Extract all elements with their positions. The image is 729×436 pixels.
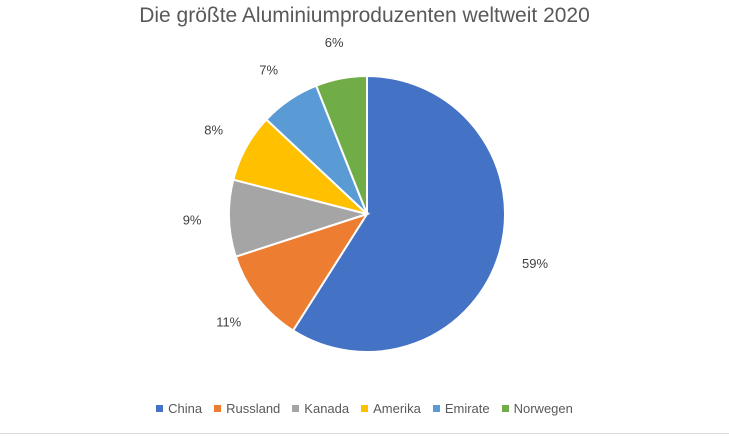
legend-label: Emirate — [444, 401, 490, 416]
pie-slice-china — [291, 74, 506, 353]
legend-item-russland: Russland — [214, 401, 280, 416]
legend-label: Kanada — [304, 401, 350, 416]
legend-swatch — [214, 405, 222, 412]
legend-item-china: China — [156, 401, 202, 416]
pie-slice-russland — [234, 212, 370, 332]
data-label-china: 59% — [522, 256, 548, 271]
legend-item-norwegen: Norwegen — [501, 401, 573, 416]
data-label-kanada: 9% — [183, 212, 202, 227]
legend-swatch — [292, 405, 300, 412]
data-label-norwegen: 6% — [325, 35, 344, 50]
legend-swatch — [156, 405, 164, 412]
legend-item-kanada: Kanada — [292, 401, 349, 416]
chart-legend: China Russland Kanada Amerika Emirate Norwege… — [0, 401, 729, 416]
legend-item-amerika: Amerika — [361, 401, 421, 416]
legend-swatch — [432, 405, 440, 412]
legend-swatch — [501, 405, 509, 412]
data-label-emirate: 7% — [259, 62, 278, 77]
legend-item-emirate: Emirate — [432, 401, 490, 416]
legend-label: China — [168, 401, 203, 416]
chart-title: Die größte Aluminiumproduzenten weltweit… — [139, 4, 590, 27]
pie-chart: 59% 11% 9% 8% 7% 6% — [183, 35, 548, 353]
legend-swatch — [361, 405, 369, 412]
legend-label: Amerika — [373, 401, 421, 416]
legend-label: Norwegen — [513, 401, 573, 416]
data-label-amerika: 8% — [204, 123, 223, 138]
legend-label: Russland — [226, 401, 281, 416]
data-label-russland: 11% — [216, 314, 241, 329]
pie-slice-norwegen — [314, 74, 368, 215]
